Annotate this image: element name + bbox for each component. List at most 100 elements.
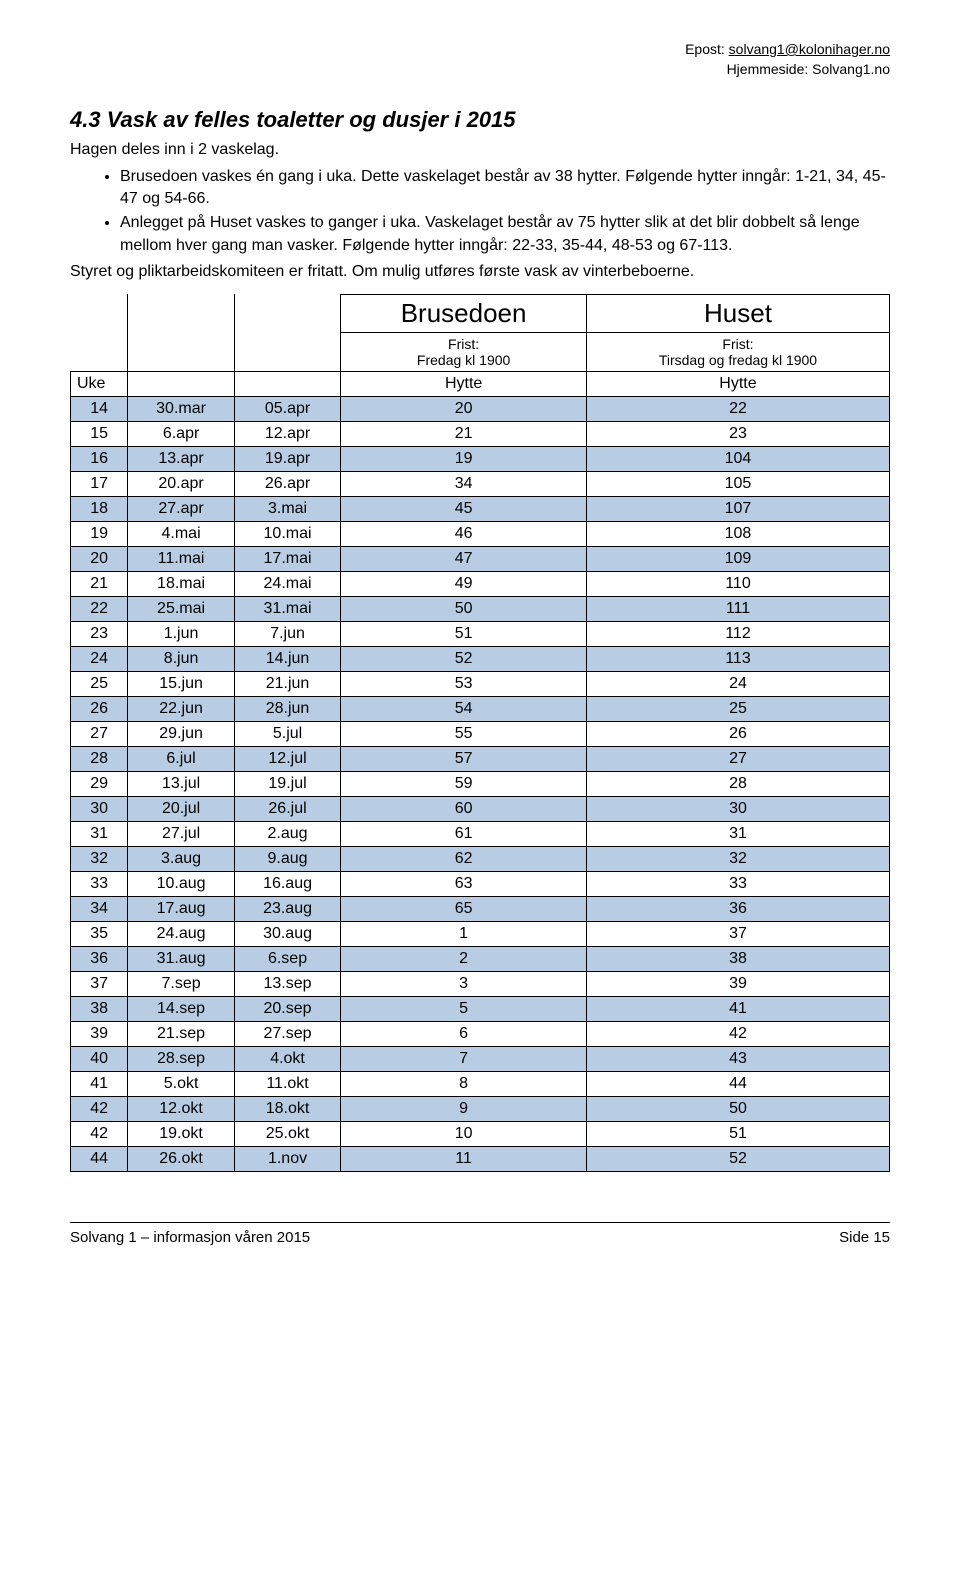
cell-d2: 11.okt [234, 1071, 340, 1096]
cell-d2: 9.aug [234, 846, 340, 871]
table-row: 2622.jun28.jun5425 [71, 696, 890, 721]
cell-d2: 13.sep [234, 971, 340, 996]
cell-d1: 21.sep [128, 1021, 234, 1046]
cell-d2: 14.jun [234, 646, 340, 671]
table-row: 1430.mar05.apr2022 [71, 396, 890, 421]
outro-text: Styret og pliktarbeidskomiteen er fritat… [70, 261, 890, 283]
cell-h: 41 [586, 996, 889, 1021]
cell-h: 105 [586, 471, 889, 496]
cell-uke: 14 [71, 396, 128, 421]
cell-uke: 22 [71, 596, 128, 621]
cell-b: 53 [341, 671, 587, 696]
cell-d1: 6.apr [128, 421, 234, 446]
cell-uke: 38 [71, 996, 128, 1021]
cell-uke: 36 [71, 946, 128, 971]
cell-h: 44 [586, 1071, 889, 1096]
cell-h: 32 [586, 846, 889, 871]
cell-uke: 19 [71, 521, 128, 546]
cell-h: 108 [586, 521, 889, 546]
cell-b: 63 [341, 871, 587, 896]
cell-d2: 24.mai [234, 571, 340, 596]
table-row: 4028.sep4.okt743 [71, 1046, 890, 1071]
cell-h: 23 [586, 421, 889, 446]
cell-b: 3 [341, 971, 587, 996]
table-row: 1720.apr26.apr34105 [71, 471, 890, 496]
cell-uke: 23 [71, 621, 128, 646]
table-row: 231.jun7.jun51112 [71, 621, 890, 646]
col-header-huset: Huset [586, 294, 889, 332]
cell-h: 31 [586, 821, 889, 846]
cell-d2: 05.apr [234, 396, 340, 421]
table-row: 2515.jun21.jun5324 [71, 671, 890, 696]
table-row: 415.okt11.okt844 [71, 1071, 890, 1096]
table-row: 3020.jul26.jul6030 [71, 796, 890, 821]
cell-uke: 25 [71, 671, 128, 696]
cell-b: 52 [341, 646, 587, 671]
cell-d2: 21.jun [234, 671, 340, 696]
cell-b: 1 [341, 921, 587, 946]
cell-b: 10 [341, 1121, 587, 1146]
cell-b: 54 [341, 696, 587, 721]
cell-d2: 12.apr [234, 421, 340, 446]
email-label: Epost: [685, 41, 729, 57]
email-link[interactable]: solvang1@kolonihager.no [729, 41, 890, 57]
col-header-hytte-b: Hytte [341, 371, 587, 396]
cell-uke: 42 [71, 1096, 128, 1121]
cell-b: 21 [341, 421, 587, 446]
cell-uke: 34 [71, 896, 128, 921]
section-title: 4.3 Vask av felles toaletter og dusjer i… [70, 107, 890, 133]
cell-d2: 4.okt [234, 1046, 340, 1071]
table-row: 323.aug9.aug6232 [71, 846, 890, 871]
table-row: 4219.okt25.okt1051 [71, 1121, 890, 1146]
cell-h: 38 [586, 946, 889, 971]
table-row: 248.jun14.jun52113 [71, 646, 890, 671]
col-header-uke: Uke [71, 371, 128, 396]
cell-h: 37 [586, 921, 889, 946]
cell-d1: 7.sep [128, 971, 234, 996]
cell-uke: 27 [71, 721, 128, 746]
cell-d2: 20.sep [234, 996, 340, 1021]
bullet-list: Brusedoen vaskes én gang i uka. Dette va… [70, 166, 890, 258]
cell-d1: 22.jun [128, 696, 234, 721]
cell-b: 49 [341, 571, 587, 596]
cell-d2: 19.apr [234, 446, 340, 471]
table-row: 3631.aug6.sep238 [71, 946, 890, 971]
cell-h: 50 [586, 1096, 889, 1121]
cell-d2: 31.mai [234, 596, 340, 621]
homepage-link[interactable]: Solvang1.no [812, 61, 890, 77]
cell-h: 112 [586, 621, 889, 646]
cell-d2: 1.nov [234, 1146, 340, 1171]
table-row: 3417.aug23.aug6536 [71, 896, 890, 921]
table-row: 2225.mai31.mai50111 [71, 596, 890, 621]
cell-uke: 24 [71, 646, 128, 671]
table-row: 2118.mai24.mai49110 [71, 571, 890, 596]
cell-b: 6 [341, 1021, 587, 1046]
cell-d2: 28.jun [234, 696, 340, 721]
cell-d1: 31.aug [128, 946, 234, 971]
table-row: 3921.sep27.sep642 [71, 1021, 890, 1046]
cell-d1: 29.jun [128, 721, 234, 746]
cell-d2: 30.aug [234, 921, 340, 946]
cell-d1: 28.sep [128, 1046, 234, 1071]
cell-d2: 16.aug [234, 871, 340, 896]
cell-uke: 44 [71, 1146, 128, 1171]
footer-left: Solvang 1 – informasjon våren 2015 [70, 1229, 310, 1246]
cell-b: 46 [341, 521, 587, 546]
cell-d2: 6.sep [234, 946, 340, 971]
cell-b: 8 [341, 1071, 587, 1096]
table-row: 2011.mai17.mai47109 [71, 546, 890, 571]
cell-d2: 26.apr [234, 471, 340, 496]
cell-uke: 32 [71, 846, 128, 871]
page-footer: Solvang 1 – informasjon våren 2015 Side … [70, 1222, 890, 1246]
cell-d2: 26.jul [234, 796, 340, 821]
cell-b: 45 [341, 496, 587, 521]
cell-d1: 5.okt [128, 1071, 234, 1096]
cell-d1: 14.sep [128, 996, 234, 1021]
cell-b: 2 [341, 946, 587, 971]
schedule-table: Brusedoen Huset Frist: Fredag kl 1900 Fr… [70, 294, 890, 1172]
cell-uke: 33 [71, 871, 128, 896]
footer-right: Side 15 [839, 1229, 890, 1246]
header-meta: Epost: solvang1@kolonihager.no Hjemmesid… [70, 40, 890, 79]
cell-d1: 11.mai [128, 546, 234, 571]
cell-b: 11 [341, 1146, 587, 1171]
